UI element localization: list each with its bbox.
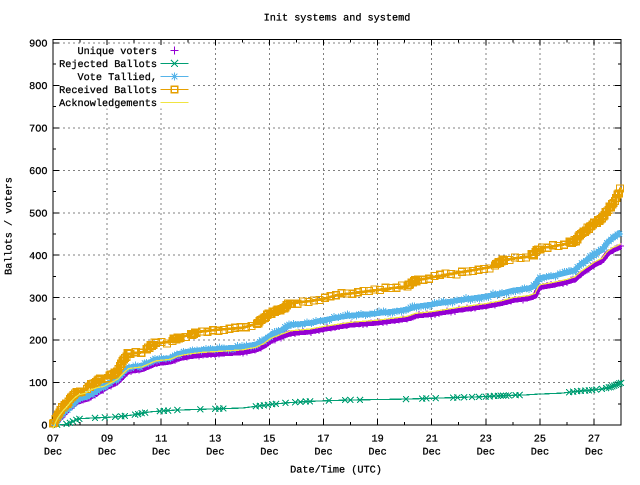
svg-text:Init systems and systemd: Init systems and systemd — [264, 13, 411, 25]
svg-text:27: 27 — [588, 435, 600, 446]
svg-text:8OO: 8OO — [29, 82, 47, 93]
svg-text:Unique voters: Unique voters — [78, 46, 157, 58]
svg-text:13: 13 — [209, 435, 221, 446]
svg-text:3OO: 3OO — [29, 294, 47, 305]
svg-text:Received Ballots: Received Ballots — [59, 85, 157, 97]
svg-text:7OO: 7OO — [29, 125, 47, 136]
svg-text:Dec: Dec — [206, 448, 224, 459]
svg-text:11: 11 — [155, 435, 167, 446]
svg-text:9OO: 9OO — [29, 40, 47, 51]
svg-text:O: O — [41, 422, 47, 433]
svg-text:17: 17 — [317, 435, 329, 446]
svg-text:19: 19 — [371, 435, 383, 446]
svg-text:25: 25 — [534, 435, 546, 446]
svg-text:23: 23 — [480, 435, 492, 446]
svg-text:Dec: Dec — [477, 448, 495, 459]
svg-text:O7: O7 — [47, 435, 59, 446]
svg-text:Rejected Ballots: Rejected Ballots — [59, 59, 157, 71]
svg-text:1OO: 1OO — [29, 379, 47, 390]
svg-text:Dec: Dec — [585, 448, 603, 459]
svg-text:Dec: Dec — [44, 448, 62, 459]
svg-text:Dec: Dec — [260, 448, 278, 459]
svg-text:Dec: Dec — [423, 448, 441, 459]
svg-text:Dec: Dec — [314, 448, 332, 459]
svg-text:Dec: Dec — [98, 448, 116, 459]
svg-text:Dec: Dec — [531, 448, 549, 459]
svg-text:5OO: 5OO — [29, 209, 47, 220]
svg-text:Ballots / voters: Ballots / voters — [4, 177, 16, 275]
svg-text:Acknowledgements: Acknowledgements — [59, 98, 157, 110]
svg-text:Date/Time (UTC): Date/Time (UTC) — [290, 465, 382, 477]
svg-text:21: 21 — [426, 435, 438, 446]
svg-text:Dec: Dec — [368, 448, 386, 459]
svg-text:Dec: Dec — [152, 448, 170, 459]
svg-text:O9: O9 — [101, 435, 113, 446]
svg-text:15: 15 — [263, 435, 275, 446]
svg-text:4OO: 4OO — [29, 252, 47, 263]
svg-text:6OO: 6OO — [29, 167, 47, 178]
svg-text:2OO: 2OO — [29, 337, 47, 348]
svg-text:Vote Tallied,: Vote Tallied, — [78, 72, 157, 84]
